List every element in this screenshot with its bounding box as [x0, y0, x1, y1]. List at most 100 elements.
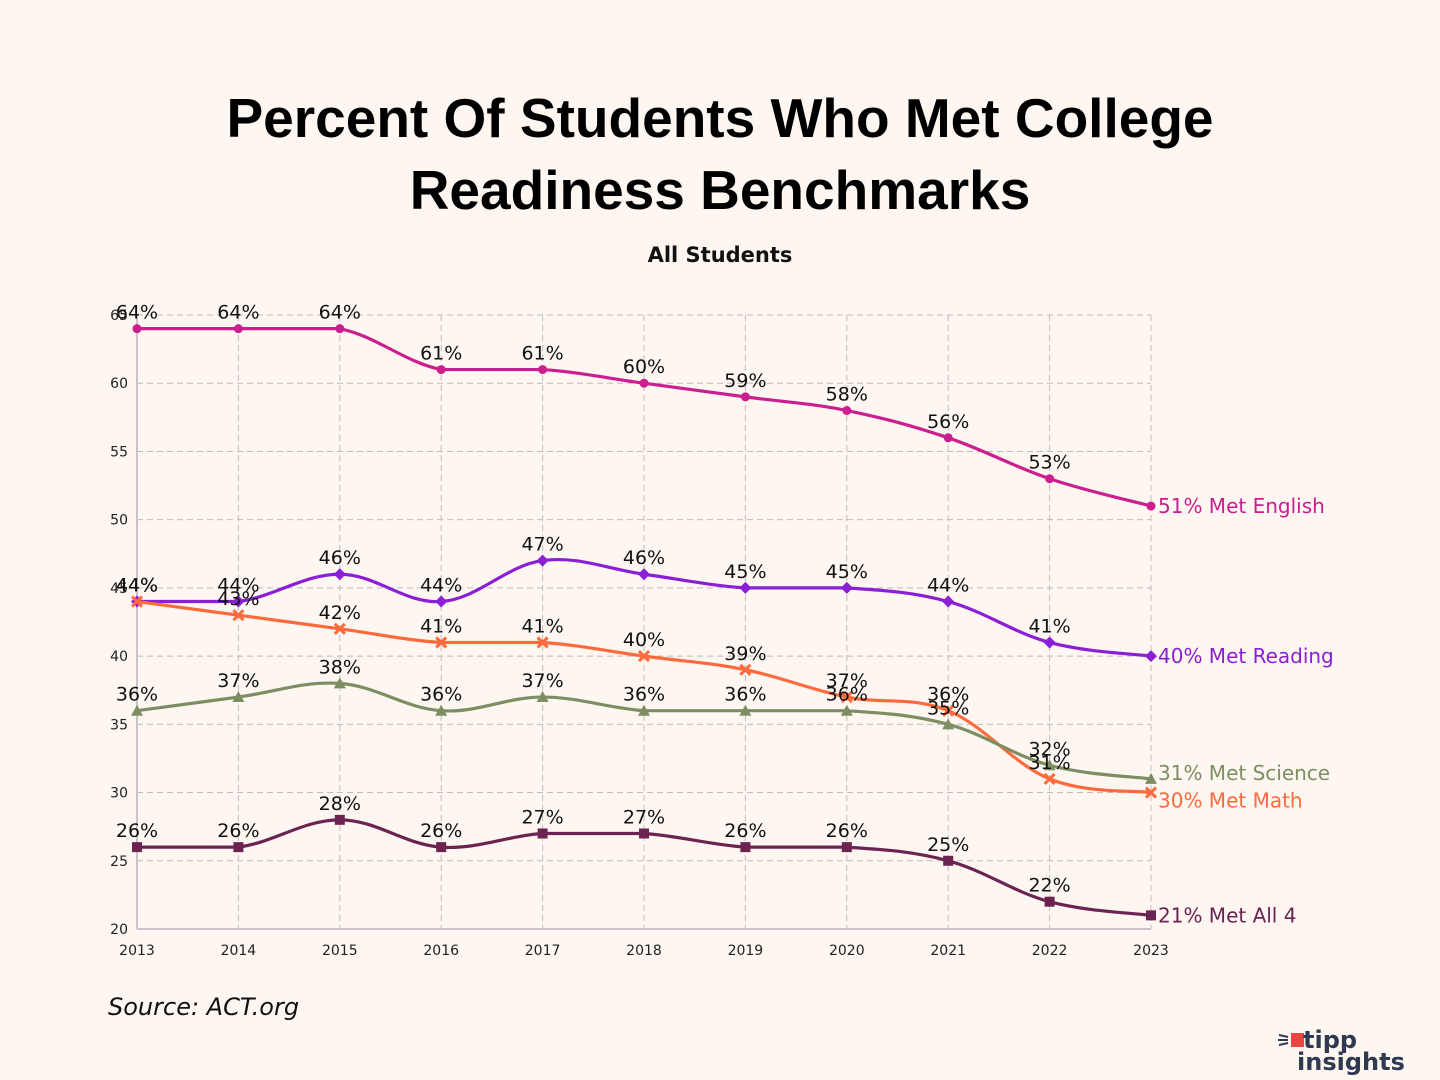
data-label: 45%: [826, 561, 868, 583]
series-met-all-4: [132, 814, 1156, 921]
marker-x-stroke: [232, 609, 245, 622]
marker-triangle: [435, 704, 448, 716]
data-label: 38%: [319, 656, 361, 678]
data-label: 26%: [420, 820, 462, 842]
marker-x-stroke: [637, 650, 651, 663]
y-tick-label: 50: [110, 513, 128, 529]
marker-diamond: [536, 554, 549, 567]
marker-square: [943, 855, 954, 866]
marker-circle: [335, 324, 345, 334]
marker-x-stroke: [1043, 772, 1056, 785]
tipp-insights-logo: tipp insights: [1278, 1026, 1428, 1078]
marker-square: [1044, 896, 1055, 907]
x-tick-label: 2016: [423, 943, 459, 959]
series-met-math: [130, 595, 1158, 799]
marker-x-stroke: [333, 622, 346, 635]
x-tick-label: 2017: [525, 943, 561, 959]
y-tick-label: 25: [110, 854, 128, 870]
data-label: 36%: [116, 684, 158, 706]
data-label: 61%: [521, 343, 563, 365]
logo-line1: tipp: [1303, 1026, 1358, 1054]
data-label: 61%: [420, 343, 462, 365]
marker-circle: [1146, 501, 1156, 511]
data-label: 36%: [420, 684, 462, 706]
end-label-met-english: 51% Met English: [1158, 494, 1325, 518]
data-label: 31%: [1028, 752, 1070, 774]
marker-square: [132, 842, 142, 853]
data-label: 37%: [826, 670, 868, 692]
marker-diamond: [333, 568, 346, 581]
y-tick-label: 40: [110, 649, 128, 665]
marker-triangle: [739, 704, 752, 716]
y-tick-label: 35: [110, 717, 128, 733]
data-label: 41%: [420, 615, 462, 637]
data-label: 32%: [1028, 738, 1070, 760]
marker-x-stroke: [435, 636, 448, 649]
data-label: 36%: [623, 684, 665, 706]
marker-triangle: [942, 718, 955, 730]
data-label: 42%: [319, 602, 361, 624]
x-tick-label: 2014: [221, 943, 257, 959]
end-label-met-math: 30% Met Math: [1158, 789, 1303, 813]
data-label: 45%: [724, 561, 766, 583]
marker-square: [334, 814, 345, 825]
marker-circle: [842, 406, 852, 416]
marker-x: [333, 622, 346, 635]
data-label: 59%: [724, 370, 766, 392]
marker-x-stroke: [739, 663, 752, 676]
data-label: 47%: [521, 534, 563, 556]
data-label: 53%: [1028, 452, 1070, 474]
marker-square: [841, 842, 852, 853]
series-group: [130, 324, 1158, 921]
source-note: Source: ACT.org: [108, 993, 300, 1021]
marker-diamond: [1145, 650, 1157, 663]
data-label: 28%: [319, 793, 361, 815]
marker-x: [130, 595, 144, 608]
marker-circle: [1045, 474, 1055, 484]
marker-circle: [639, 378, 649, 388]
chart-title: Percent Of Students Who Met College Read…: [0, 82, 1440, 226]
marker-triangle: [638, 704, 650, 716]
data-label: 26%: [217, 820, 259, 842]
axes: 20 25 30 35 40 45 50 55 60 65 2013 2014 2015 2016 2017…: [110, 308, 1169, 959]
x-tick-label: 2013: [119, 943, 155, 959]
marker-circle: [538, 365, 548, 375]
marker-triangle: [131, 704, 143, 716]
marker-circle: [132, 324, 142, 334]
marker-x: [1043, 772, 1056, 785]
end-label-met-science: 31% Met Science: [1158, 761, 1330, 785]
marker-triangle: [232, 691, 245, 703]
data-label: 37%: [217, 670, 259, 692]
marker-x: [435, 636, 448, 649]
y-tick-label: 55: [110, 444, 128, 460]
marker-diamond: [1043, 636, 1056, 649]
data-label: 46%: [623, 547, 665, 569]
data-label: 44%: [116, 575, 158, 597]
y-tick-label: 60: [110, 376, 128, 392]
flag-icon: [1291, 1033, 1304, 1047]
chart-subtitle: All Students: [647, 243, 793, 267]
data-label: 27%: [623, 806, 665, 828]
data-label: 27%: [521, 806, 563, 828]
data-label: 58%: [826, 384, 868, 406]
marker-square: [1146, 910, 1156, 921]
marker-x: [637, 650, 651, 663]
data-label: 37%: [521, 670, 563, 692]
series-met-english: [132, 324, 1156, 511]
marker-x-stroke: [942, 704, 955, 717]
data-label: 44%: [116, 575, 158, 597]
data-label: 56%: [927, 411, 969, 433]
x-tick-label: 2023: [1133, 943, 1169, 959]
chart-title-line1: Percent Of Students Who Met College: [226, 87, 1214, 149]
end-label-met-reading: 40% Met Reading: [1158, 644, 1334, 668]
data-label: 41%: [1028, 615, 1070, 637]
marker-circle: [233, 324, 243, 334]
x-tick-label: 2022: [1032, 943, 1068, 959]
x-tick-label: 2015: [322, 943, 358, 959]
x-tick-label: 2021: [930, 943, 966, 959]
megaphone-icon: [1278, 1034, 1289, 1046]
marker-x: [840, 690, 853, 704]
data-label: 22%: [1028, 875, 1070, 897]
marker-triangle: [1145, 772, 1157, 784]
